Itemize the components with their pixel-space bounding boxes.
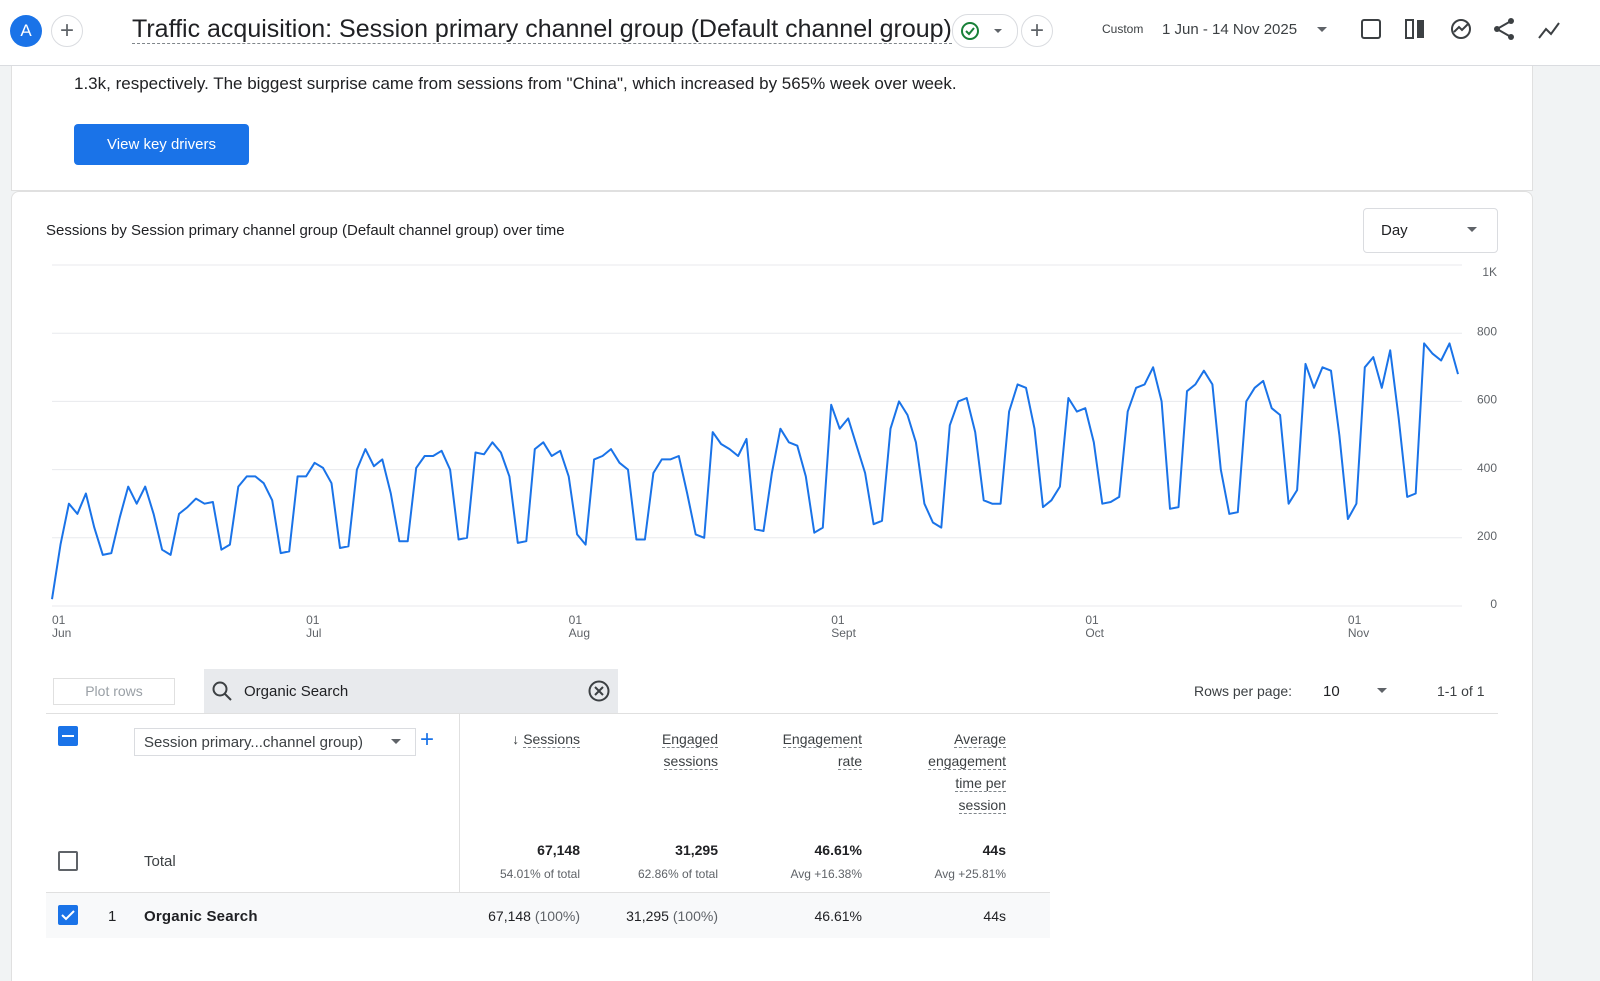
status-chip[interactable] [952, 14, 1018, 48]
x-tick-label: 01 Jun [52, 614, 71, 640]
sort-arrow: ↓ [512, 731, 524, 747]
interval-value: Day [1381, 222, 1408, 239]
row-background [46, 893, 1050, 938]
row-value: 67,148 (100%) [420, 908, 580, 924]
column-divider [459, 714, 460, 938]
column-header-text: Engagement [782, 731, 862, 748]
row-name: Organic Search [144, 908, 258, 925]
column-header-text: session [958, 797, 1006, 814]
rows-per-page[interactable]: 10 [1323, 683, 1340, 700]
line-chart: 0 200 400 600 800 1K [51, 264, 1497, 611]
y-tick-label: 0 [1490, 597, 1497, 611]
column-header[interactable]: Average engagement time per session [846, 728, 1006, 816]
y-tick-label: 800 [1477, 324, 1497, 338]
y-tick-label: 600 [1477, 393, 1497, 407]
total-row-line [46, 892, 1050, 893]
interval-select[interactable]: Day [1363, 208, 1498, 253]
column-header-text: time per [955, 775, 1006, 792]
check [61, 910, 75, 921]
x-tick-label: 01 Sept [831, 614, 856, 640]
report-title: Traffic acquisition: Session primary cha… [132, 12, 952, 46]
total-value: 44s [982, 842, 1006, 858]
column-header-text: Average [954, 731, 1006, 748]
row-number: 44s [983, 908, 1006, 924]
row-share: (100%) [534, 908, 580, 924]
dimension-text: Session primary...channel group) [144, 734, 363, 751]
x-tick-label: 01 Oct [1085, 614, 1104, 640]
dimension-select[interactable]: Session primary...channel group) [134, 728, 416, 756]
column-header-text: Sessions [523, 731, 580, 748]
add-comparison[interactable]: + [51, 15, 83, 47]
column-header-text: rate [837, 753, 862, 770]
total-checkbox[interactable] [58, 851, 78, 871]
add-dimension[interactable]: + [420, 726, 435, 753]
total-value: 46.61% [814, 842, 862, 858]
pagination: 1-1 of 1 [1437, 683, 1485, 699]
y-tick-label: 400 [1477, 461, 1497, 475]
row-value: 44s [846, 908, 1006, 924]
row-index: 1 [108, 908, 117, 925]
total-note: 54.01% of total [499, 867, 580, 881]
date-range[interactable]: 1 Jun - 14 Nov 2025 [1162, 21, 1298, 38]
row-number: 31,295 [626, 908, 669, 924]
x-tick-label: 01 Jul [306, 614, 321, 640]
top-bar [0, 0, 1600, 66]
clear-icon[interactable] [588, 680, 612, 704]
avatar[interactable]: A [10, 15, 42, 47]
toolbar-icons [1317, 18, 1560, 40]
column-header[interactable]: Engagement rate [702, 728, 862, 772]
select-all-checkbox[interactable] [58, 726, 78, 746]
x-tick-label: 01 Nov [1348, 614, 1369, 640]
row-value: 31,295 (100%) [558, 908, 718, 924]
total-value: 31,295 [675, 842, 718, 858]
total-note: 62.86% of total [637, 867, 718, 881]
dimension-arrow [391, 739, 401, 744]
status-icons [961, 22, 1002, 40]
search-icon [212, 681, 232, 701]
add-filter[interactable]: + [1021, 15, 1053, 47]
rows-dropdown[interactable] [1374, 686, 1390, 696]
row-checkbox[interactable] [58, 905, 78, 925]
row-number: 46.61% [814, 908, 862, 924]
chart-card [11, 191, 1533, 981]
chart-title: Sessions by Session primary channel grou… [46, 222, 565, 239]
plot-rows-button[interactable]: Plot rows [53, 678, 175, 705]
report-title-text: Traffic acquisition: Session primary cha… [132, 15, 952, 44]
sessions-line [51, 342, 1459, 600]
total-note: Avg +16.38% [790, 867, 862, 881]
row-value: 46.61% [702, 908, 862, 924]
view-key-drivers-button[interactable]: View key drivers [74, 124, 249, 165]
x-tick-label: 01 Aug [569, 614, 590, 640]
total-note: Avg +25.81% [934, 867, 1006, 881]
column-header-text: engagement [928, 753, 1006, 770]
row-share: (100%) [672, 908, 718, 924]
rows-per-page-label: Rows per page: [1194, 683, 1293, 699]
column-header[interactable]: ↓ Sessions [420, 728, 580, 750]
date-label: Custom [1102, 22, 1144, 36]
total-label: Total [144, 853, 176, 870]
search-text: Organic Search [244, 683, 349, 700]
insight-text: 1.3k, respectively. The biggest surprise… [74, 74, 957, 93]
row-number: 67,148 [488, 908, 531, 924]
column-header-text: Engaged [661, 731, 718, 748]
column-header[interactable]: Engaged sessions [558, 728, 718, 772]
dropdown-arrow [1467, 227, 1477, 232]
search-box[interactable]: Organic Search [204, 669, 618, 713]
table-toolbar-line [46, 713, 1498, 714]
column-header-text: sessions [663, 753, 718, 770]
y-tick-label: 200 [1477, 529, 1497, 543]
total-value: 67,148 [537, 842, 580, 858]
y-tick-label: 1K [1482, 265, 1497, 279]
